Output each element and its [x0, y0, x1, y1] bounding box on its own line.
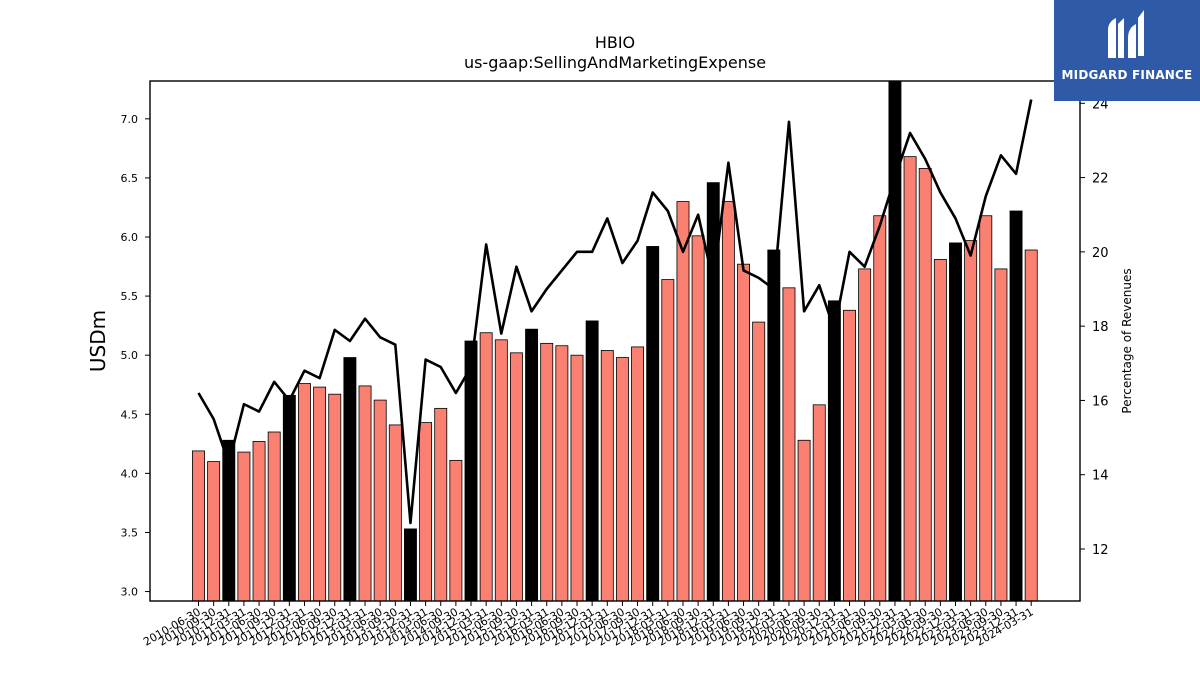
bar-group [192, 81, 1038, 601]
logo-text: MIDGARD FINANCE [1061, 68, 1193, 82]
bar-2015-03-31 [479, 332, 493, 601]
bar-2020-09-30 [812, 404, 826, 601]
bar-2020-12-31 [827, 300, 841, 601]
bar-2012-12-31 [343, 357, 357, 601]
bar-2012-03-31 [298, 383, 311, 601]
chart-subtitle: us-gaap:SellingAndMarketingExpense [464, 53, 766, 72]
bar-2020-06-30 [797, 439, 811, 601]
bar-2023-12-31 [1009, 210, 1023, 601]
bar-2013-12-31 [404, 528, 417, 601]
bar-2018-06-30 [676, 201, 690, 601]
y2-axis-label: Percentage of Revenues [1120, 268, 1134, 413]
bar-2022-03-31 [903, 156, 917, 601]
bar-2014-12-31 [464, 340, 478, 601]
y2-tick-label: 22 [1092, 172, 1109, 187]
bar-2016-03-31 [540, 342, 554, 601]
y-tick-label: 3.0 [121, 586, 139, 599]
bar-2013-03-31 [358, 385, 372, 601]
bar-2023-09-30 [994, 268, 1008, 601]
bar-2021-12-31 [888, 81, 902, 601]
bar-2017-12-31 [646, 246, 660, 601]
bar-2012-09-30 [328, 393, 342, 601]
bar-2023-06-30 [979, 215, 993, 601]
bar-2018-03-31 [661, 279, 675, 601]
bar-2016-12-31 [585, 320, 599, 601]
y2-tick-label: 20 [1092, 246, 1109, 261]
bar-2012-06-30 [313, 386, 327, 601]
bar-2019-06-30 [737, 263, 750, 601]
bar-2015-06-30 [494, 339, 508, 601]
y-tick-label: 4.5 [121, 408, 139, 421]
bar-2014-06-30 [434, 407, 448, 601]
bar-2010-09-30 [207, 461, 221, 601]
y-tick-label: 6.0 [121, 231, 139, 244]
bar-2014-09-30 [449, 459, 463, 601]
bar-2013-09-30 [388, 424, 402, 601]
bar-2021-09-30 [873, 215, 887, 601]
bar-2019-12-31 [767, 249, 781, 601]
bar-2016-09-30 [570, 354, 584, 601]
bar-2022-06-30 [918, 168, 932, 601]
midgard-logo-icon [1108, 10, 1144, 58]
y2-tick-label: 16 [1092, 394, 1109, 409]
bar-2019-03-31 [721, 201, 735, 601]
bar-2017-06-30 [615, 357, 629, 601]
bar-2021-03-31 [843, 309, 856, 601]
y-tick-label: 4.0 [121, 467, 139, 480]
y2-tick-label: 18 [1092, 320, 1109, 335]
line-group [197, 99, 1033, 525]
bar-2017-09-30 [631, 346, 645, 601]
axes-group: 3.0 3.5 4.0 4.5 5.0 5.5 6.0 6.5 7.0 12 14 16 18 20 22 2… [121, 80, 1109, 649]
bar-2016-06-30 [555, 345, 569, 601]
bar-2011-09-30 [267, 431, 281, 601]
bar-2013-06-30 [373, 399, 387, 601]
bar-2014-03-31 [419, 422, 433, 601]
percentage-line [197, 99, 1033, 525]
y-tick-label: 5.5 [121, 290, 139, 303]
y2-tick-label: 12 [1092, 543, 1109, 558]
bar-2019-09-30 [752, 321, 766, 601]
midgard-finance-logo: MIDGARD FINANCE [1054, 0, 1200, 101]
y-axis-label: USDm [86, 310, 110, 372]
plot-frame [149, 80, 1081, 602]
bar-2015-09-30 [509, 352, 523, 601]
y-tick-label: 7.0 [121, 113, 139, 126]
y-tick-label: 3.5 [121, 526, 139, 539]
bar-2024-03-31 [1024, 249, 1038, 601]
bar-2018-09-30 [691, 235, 705, 601]
bar-2015-12-31 [525, 328, 539, 601]
y-tick-label: 6.5 [121, 172, 139, 185]
chart-title: HBIO [595, 33, 635, 52]
bar-2020-03-31 [782, 287, 796, 601]
bar-2022-12-31 [949, 242, 962, 601]
bar-2022-09-30 [933, 259, 947, 601]
bar-2011-03-31 [237, 451, 251, 601]
bar-2011-12-31 [282, 394, 296, 601]
y2-tick-label: 14 [1092, 469, 1109, 484]
y-tick-label: 5.0 [121, 349, 139, 362]
bar-2021-06-30 [858, 268, 872, 601]
bar-2010-06-30 [192, 450, 205, 601]
y2-tick-label: 24 [1092, 97, 1109, 112]
bar-2023-03-31 [964, 240, 978, 601]
bar-2011-06-30 [252, 441, 266, 601]
bar-2017-03-31 [600, 350, 614, 601]
